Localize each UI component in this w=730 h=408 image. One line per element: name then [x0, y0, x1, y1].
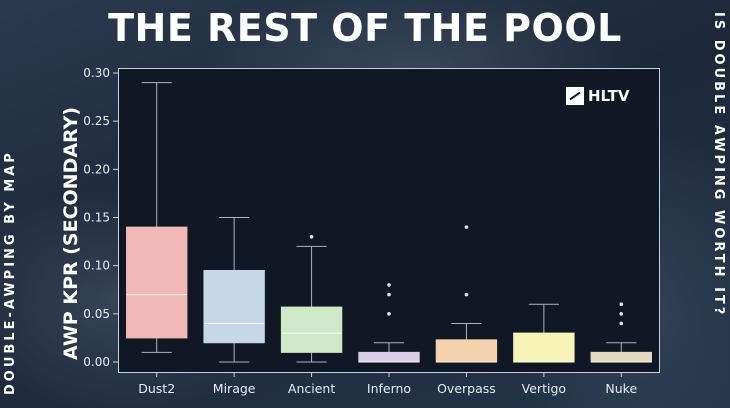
hltv-logo-text: HLTV	[588, 87, 630, 105]
outlier-point	[387, 312, 391, 316]
x-tick-label: Vertigo	[522, 381, 566, 396]
x-tick-label: Inferno	[367, 381, 411, 396]
y-tick-label: 0.15	[83, 211, 110, 225]
y-tick-label: 0.10	[83, 259, 110, 273]
box-ancient	[280, 306, 343, 353]
outlier-point	[619, 312, 624, 316]
page-title: THE REST OF THE POOL	[108, 6, 622, 50]
box-nuke	[590, 351, 652, 363]
outlier-point	[464, 225, 469, 229]
box-overpass	[435, 339, 498, 363]
outlier-point	[309, 234, 314, 239]
y-tick-label: 0.25	[83, 114, 110, 128]
outlier-point	[619, 302, 624, 307]
outlier-point	[387, 292, 391, 297]
box-vertigo	[513, 332, 575, 363]
y-tick-label: 0.05	[83, 307, 110, 321]
x-tick-label: Ancient	[288, 381, 335, 396]
x-tick-label: Mirage	[213, 381, 256, 396]
y-tick-label: 0.30	[83, 66, 110, 80]
box-dust2	[126, 226, 188, 339]
x-tick-label: Overpass	[437, 381, 496, 396]
outlier-point	[387, 283, 391, 287]
hltv-logo: HLTV	[566, 86, 629, 106]
hltv-logo-icon	[566, 87, 584, 105]
y-tick-label: 0.00	[83, 355, 110, 369]
box-mirage	[203, 269, 265, 344]
y-tick-label: 0.20	[83, 162, 110, 176]
outlier-point	[619, 321, 624, 326]
x-tick-label: Dust2	[138, 381, 175, 396]
box-inferno	[358, 351, 420, 363]
outlier-point	[464, 292, 469, 297]
x-tick-label: Nuke	[605, 381, 637, 396]
